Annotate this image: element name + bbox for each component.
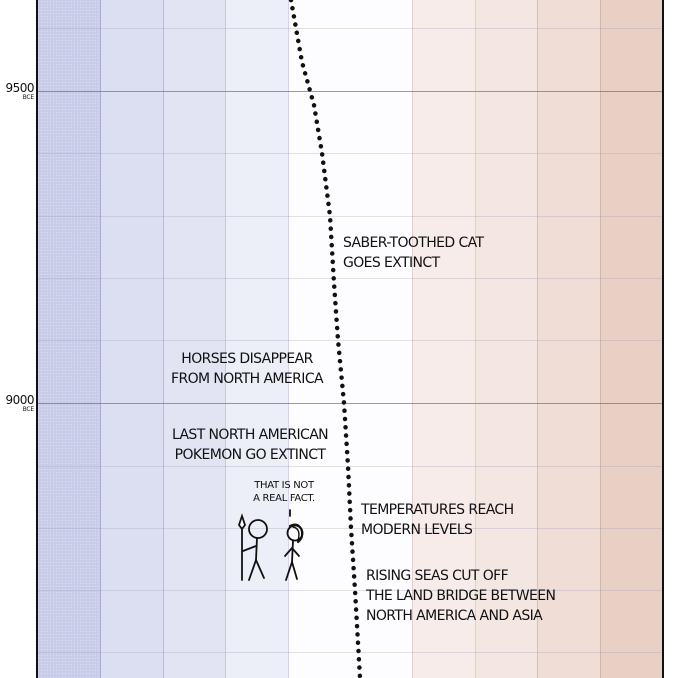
gridline-vertical (225, 0, 226, 678)
gridline-minor (37, 278, 662, 279)
y-tick-year: 9000 (5, 393, 34, 407)
gridline-minor (37, 590, 662, 591)
y-tick-era: BCE (22, 406, 35, 413)
gridline-major-9000 (37, 403, 662, 404)
annotation-horses-disappear: HORSES DISAPPEAR FROM NORTH AMERICA (171, 351, 324, 387)
band-neutral-2 (350, 0, 412, 678)
annotation-pokemon-extinct: LAST NORTH AMERICAN POKEMON GO EXTINCT (171, 427, 329, 463)
temperature-series (288, 0, 363, 678)
gridline-minor (37, 466, 662, 467)
right-axis (662, 0, 664, 678)
y-tick-era: BCE (22, 94, 35, 101)
gridline-vertical (412, 0, 413, 678)
band-neutral-1 (288, 0, 350, 678)
y-tick-9500: 9500 BCE (0, 82, 34, 102)
band-warm-3 (537, 0, 600, 678)
left-axis (36, 0, 38, 678)
gridline-minor (37, 28, 662, 29)
band-warmest (600, 0, 662, 678)
speech-bubble-text: THAT IS NOT A REAL FACT. (253, 480, 315, 504)
annotation-temperatures-modern: TEMPERATURES REACH MODERN LEVELS (361, 502, 514, 538)
stick-figure-with-spear (237, 513, 268, 581)
gridline-minor (37, 340, 662, 341)
gridline-minor (37, 153, 662, 154)
band-warm-1 (412, 0, 475, 678)
gridline-vertical (537, 0, 538, 678)
gridline-major-9500 (37, 91, 662, 92)
gridline-minor (37, 652, 662, 653)
band-cold-2 (100, 0, 163, 678)
gridline-vertical (288, 0, 289, 678)
band-warm-2 (475, 0, 537, 678)
stick-figure-with-hair (284, 509, 304, 581)
y-tick-year: 9500 (5, 81, 34, 95)
band-cold-3 (163, 0, 225, 678)
y-tick-9000: 9000 BCE (0, 394, 34, 414)
gridline-vertical (100, 0, 101, 678)
annotation-saber-toothed-cat: SABER-TOOTHED CAT GOES EXTINCT (343, 235, 484, 271)
gridline-minor (37, 216, 662, 217)
gridline-vertical (163, 0, 164, 678)
gridline-vertical (475, 0, 476, 678)
gridline-vertical (600, 0, 601, 678)
band-cold-4 (225, 0, 288, 678)
band-coldest (37, 0, 100, 678)
annotation-rising-seas: RISING SEAS CUT OFF THE LAND BRIDGE BETW… (366, 568, 556, 624)
